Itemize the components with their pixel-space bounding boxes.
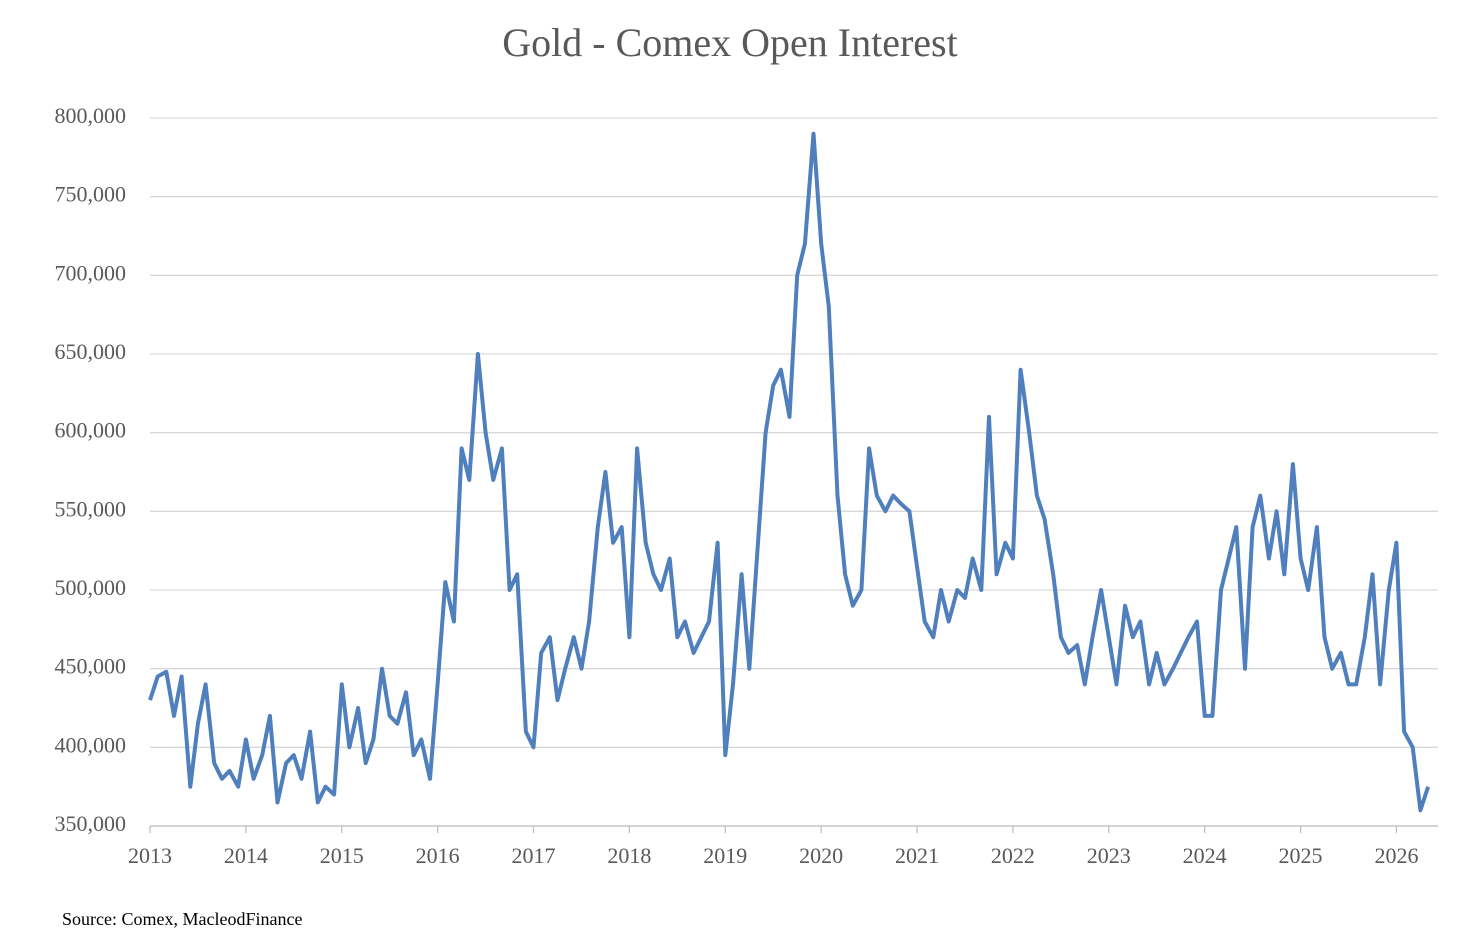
- x-tick-label: 2014: [224, 843, 268, 868]
- x-tick-label: 2019: [703, 843, 747, 868]
- y-tick-label: 500,000: [55, 575, 127, 600]
- x-tick-label: 2017: [512, 843, 556, 868]
- y-tick-label: 800,000: [55, 103, 127, 128]
- y-tick-label: 650,000: [55, 339, 127, 364]
- y-tick-label: 550,000: [55, 496, 127, 521]
- x-tick-label: 2016: [416, 843, 460, 868]
- x-tick-label: 2020: [799, 843, 843, 868]
- x-tick-label: 2022: [991, 843, 1035, 868]
- x-tick-label: 2025: [1279, 843, 1323, 868]
- x-tick-label: 2026: [1374, 843, 1418, 868]
- chart-title: Gold - Comex Open Interest: [502, 20, 957, 65]
- y-tick-label: 400,000: [55, 732, 127, 757]
- source-note: Source: Comex, MacleodFinance: [62, 909, 302, 929]
- y-tick-label: 600,000: [55, 418, 127, 443]
- x-tick-label: 2024: [1183, 843, 1227, 868]
- data-line: [148, 131, 1431, 813]
- y-tick-label: 350,000: [55, 811, 127, 836]
- x-tick-label: 2021: [895, 843, 939, 868]
- x-tick-label: 2015: [320, 843, 364, 868]
- x-tick-label: 2023: [1087, 843, 1131, 868]
- x-tick-label: 2013: [128, 843, 172, 868]
- y-tick-label: 450,000: [55, 654, 127, 679]
- y-tick-label: 750,000: [55, 182, 127, 207]
- y-tick-label: 700,000: [55, 260, 127, 285]
- x-tick-label: 2018: [607, 843, 651, 868]
